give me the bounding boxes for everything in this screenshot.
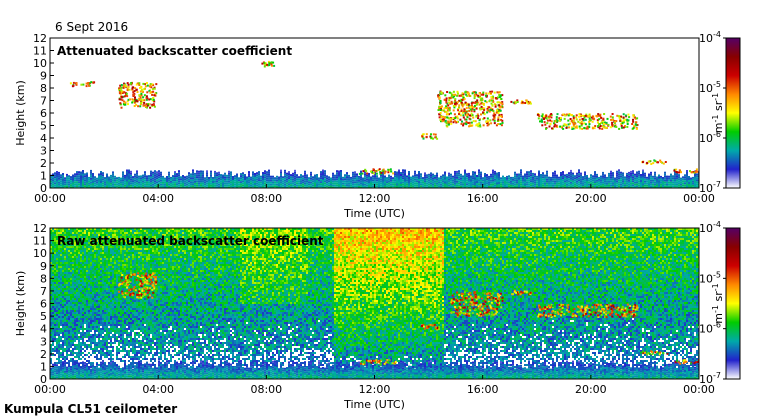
x-tick-label: 20:00	[575, 383, 607, 396]
y-tick-label: 12	[33, 32, 47, 45]
y-tick-label: 11	[33, 235, 47, 248]
cloud	[437, 90, 504, 128]
colorbar-tick-label: 10-6	[699, 130, 721, 145]
x-tick-label: 08:00	[250, 192, 282, 205]
cloud	[674, 359, 699, 365]
y-tick-label: 2	[40, 348, 47, 361]
colorbar-tick-label: 10-5	[699, 270, 721, 285]
x-tick-label: 16:00	[467, 192, 499, 205]
y-tick-label: 12	[33, 222, 47, 235]
x-tick-label: 12:00	[359, 383, 391, 396]
x-axis-label: Time (UTC)	[343, 207, 405, 220]
x-tick-label: 12:00	[359, 192, 391, 205]
colorbar-tick-label: 10-4	[699, 30, 721, 45]
y-tick-label: 11	[33, 45, 47, 58]
panel-title: Raw attenuated backscatter coefficient	[57, 234, 324, 248]
colorbar: 10-4 10-5 10-6 10-7 m-1 sr-1	[699, 220, 741, 386]
x-tick-label: 00:00	[34, 383, 66, 396]
backscatter-field	[50, 60, 699, 188]
cloud	[358, 168, 395, 175]
y-tick-label: 0	[40, 182, 47, 195]
colorbar-scale	[725, 227, 741, 380]
cloud	[450, 291, 504, 318]
colorbar-tick-label: 10-7	[699, 371, 721, 386]
y-tick-label: 9	[40, 260, 47, 273]
colorbar-tick-label: 10-6	[699, 321, 721, 336]
y-tick-label: 6	[40, 107, 47, 120]
colorbar-unit-label: m-1 sr-1	[711, 283, 725, 323]
y-tick-label: 1	[40, 360, 47, 373]
y-tick-label: 10	[33, 57, 47, 70]
colorbar-scale	[725, 37, 741, 189]
cloud	[117, 272, 158, 299]
x-tick-label: 08:00	[250, 383, 282, 396]
y-tick-label: 2	[40, 157, 47, 170]
y-tick-label: 7	[40, 285, 47, 298]
x-tick-label: 04:00	[142, 192, 174, 205]
x-ticks: 00:00 04:00 08:00 12:00 16:00 20:00 00:00	[34, 375, 715, 396]
y-tick-label: 5	[40, 120, 47, 133]
cloud	[536, 113, 639, 130]
instrument-label: Kumpula CL51 ceilometer	[4, 402, 177, 416]
colorbar-tick-label: 10-5	[699, 80, 721, 95]
x-tick-label: 16:00	[467, 383, 499, 396]
x-tick-label: 04:00	[142, 383, 174, 396]
y-tick-label: 10	[33, 247, 47, 260]
y-tick-label: 0	[40, 373, 47, 386]
y-tick-label: 9	[40, 70, 47, 83]
y-axis-label: Height (km)	[14, 271, 27, 337]
y-tick-label: 1	[40, 170, 47, 183]
colorbar-unit-label: m-1 sr-1	[711, 93, 725, 133]
cloud	[69, 81, 96, 88]
cloud	[420, 323, 439, 331]
colorbar-tick-label: 10-7	[699, 180, 721, 195]
y-tick-label: 3	[40, 145, 47, 158]
y-tick-label: 8	[40, 272, 47, 285]
panel-title: Attenuated backscatter coefficient	[57, 44, 292, 58]
date-label: 6 Sept 2016	[55, 20, 128, 34]
plot-area	[50, 38, 699, 188]
cloud	[640, 350, 669, 356]
cloud	[641, 159, 667, 165]
x-tick-label: 00:00	[683, 383, 715, 396]
x-ticks: 00:00 04:00 08:00 12:00 16:00 20:00 00:00	[34, 184, 715, 205]
y-tick-label: 7	[40, 95, 47, 108]
colorbar-tick-label: 10-4	[699, 220, 721, 235]
cloud	[537, 303, 639, 319]
boundary-layer	[50, 169, 699, 188]
cloud	[118, 81, 158, 109]
cloud	[511, 289, 533, 296]
y-tick-label: 4	[40, 132, 47, 145]
x-tick-label: 00:00	[34, 192, 66, 205]
backscatter-field	[50, 228, 699, 379]
y-axis-label: Height (km)	[14, 80, 27, 146]
y-tick-label: 8	[40, 82, 47, 95]
cloud	[261, 60, 276, 68]
x-axis-label: Time (UTC)	[343, 398, 405, 411]
x-tick-label: 00:00	[683, 192, 715, 205]
cloud	[421, 133, 439, 140]
cloud	[359, 358, 397, 366]
x-tick-label: 20:00	[575, 192, 607, 205]
y-tick-label: 5	[40, 310, 47, 323]
cloud	[673, 168, 699, 174]
y-tick-label: 6	[40, 298, 47, 311]
colorbar: 10-4 10-5 10-6 10-7 m-1 sr-1	[699, 30, 741, 195]
cloud	[510, 99, 532, 105]
y-tick-label: 3	[40, 335, 47, 348]
y-tick-label: 4	[40, 323, 47, 336]
boundary-layer	[50, 360, 699, 379]
